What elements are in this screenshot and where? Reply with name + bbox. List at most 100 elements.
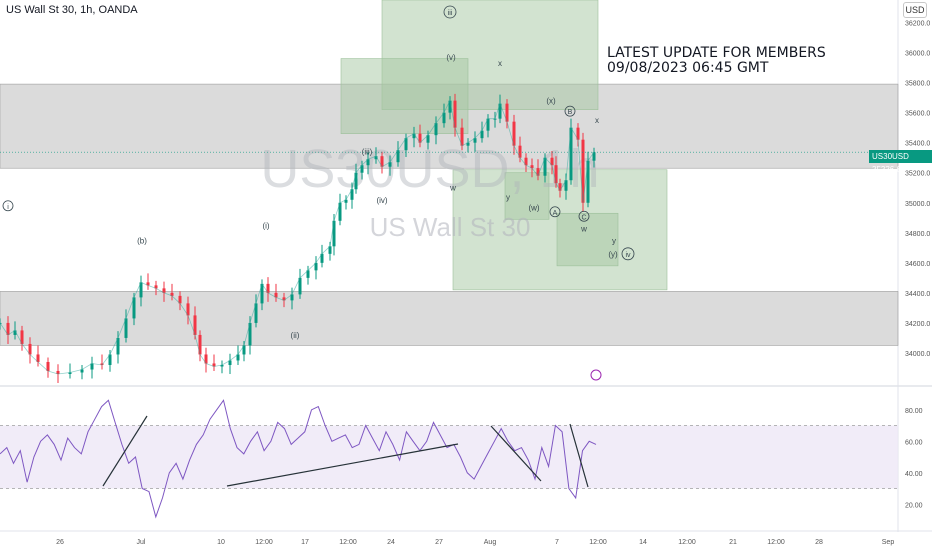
candle-body <box>586 160 590 203</box>
price-tick-label: 35000.0 <box>905 201 930 208</box>
candle-body <box>212 363 216 367</box>
candle-body <box>418 133 422 143</box>
rsi-trendline[interactable] <box>569 423 589 488</box>
candle-body <box>220 364 224 367</box>
wave-label: iv <box>625 252 631 259</box>
candle-body <box>512 121 516 146</box>
candle-body <box>314 262 318 271</box>
wave-label: (i) <box>262 221 269 230</box>
candle-body <box>434 123 438 136</box>
wave-circle <box>564 105 576 117</box>
zone-grey-1 <box>0 291 899 346</box>
rsi-band <box>0 425 898 489</box>
time-tick-label: 28 <box>815 539 823 546</box>
wave-label: w <box>580 224 587 233</box>
candle-body <box>338 202 342 221</box>
candle-body <box>242 345 246 355</box>
wave-label: iii <box>448 10 453 17</box>
time-tick-label: 12:00 <box>255 539 273 546</box>
time-tick-label: 12:00 <box>767 539 785 546</box>
time-tick-label: 21 <box>729 539 737 546</box>
candle-body <box>530 165 534 169</box>
wave-circle <box>621 247 635 261</box>
candle-body <box>569 127 573 181</box>
candle-body <box>6 322 10 335</box>
alert-icon[interactable] <box>590 369 602 381</box>
candle-body <box>466 142 470 146</box>
candle-body <box>460 127 464 146</box>
candle-body <box>536 168 540 176</box>
candle-body <box>90 363 94 370</box>
candle-body <box>554 165 558 184</box>
zone-green-6 <box>556 212 619 267</box>
candle-body <box>204 354 208 364</box>
wave-label: w <box>449 184 456 193</box>
candle-body <box>108 354 112 365</box>
candle-body <box>178 295 182 304</box>
wave-label: y <box>506 193 510 202</box>
candle-body <box>558 183 562 191</box>
wave-label: (iv) <box>376 196 387 205</box>
candle-body <box>524 157 528 166</box>
rsi-trendline[interactable] <box>226 443 459 487</box>
price-tick-label: 35800.0 <box>905 81 930 88</box>
candle-body <box>298 277 302 295</box>
price-path <box>0 99 595 375</box>
candle-body <box>154 285 158 289</box>
candle-body <box>124 318 128 338</box>
last-price-tag: US30USD 35336.6 <box>869 150 932 174</box>
time-tick-label: Sep <box>882 539 895 546</box>
candle-body <box>388 162 392 167</box>
wave-circle <box>443 5 457 19</box>
wave-label: (y) <box>608 250 618 259</box>
wave-circle <box>578 210 590 222</box>
price-tick-label: 34800.0 <box>905 231 930 238</box>
candle-body <box>543 157 547 176</box>
candle-body <box>374 156 378 160</box>
candle-body <box>518 145 522 158</box>
candle-body <box>100 363 104 365</box>
candle-body <box>260 283 264 304</box>
time-tick-label: 12:00 <box>339 539 357 546</box>
members-update-note: LATEST UPDATE FOR MEMBERS 09/08/2023 06:… <box>607 46 826 76</box>
watermark-name: US Wall St 30 <box>370 212 531 242</box>
wave-label: y <box>612 236 616 245</box>
candle-body <box>306 270 310 278</box>
time-tick-label: Jul <box>137 539 146 546</box>
candle-body <box>290 294 294 301</box>
candle-body <box>486 118 490 131</box>
wave-label: (iii) <box>362 148 373 157</box>
candle-body <box>328 246 332 254</box>
candle-body <box>453 100 457 128</box>
time-tick-label: 7 <box>555 539 559 546</box>
candle-body <box>132 297 136 319</box>
candle-body <box>282 297 286 301</box>
candle-body <box>332 220 336 247</box>
candle-body <box>46 361 50 371</box>
wave-label: x <box>595 116 599 125</box>
time-tick-label: 10 <box>217 539 225 546</box>
candle-body <box>505 103 509 122</box>
candle-body <box>116 337 120 355</box>
candle-body <box>473 138 477 143</box>
wave-label: (ii) <box>291 331 300 340</box>
symbol-title: US Wall St 30, 1h, OANDA <box>6 4 138 16</box>
price-tick-label: 36200.0 <box>905 21 930 28</box>
candle-body <box>266 283 270 293</box>
price-tick-label: 34000.0 <box>905 351 930 358</box>
candle-body <box>366 159 370 166</box>
currency-button[interactable]: USD <box>903 2 927 18</box>
candle-body <box>564 180 568 191</box>
rsi-tick-label: 80.00 <box>905 408 923 415</box>
price-tick-label: 34600.0 <box>905 261 930 268</box>
wave-label: (w) <box>528 203 539 212</box>
rsi-trendline[interactable] <box>490 425 542 482</box>
candle-body <box>146 282 150 286</box>
candle-body <box>20 330 24 344</box>
candle-body <box>248 322 252 346</box>
candle-body <box>350 189 354 200</box>
rsi-trendline[interactable] <box>102 415 148 487</box>
price-tick-label: 35600.0 <box>905 111 930 118</box>
